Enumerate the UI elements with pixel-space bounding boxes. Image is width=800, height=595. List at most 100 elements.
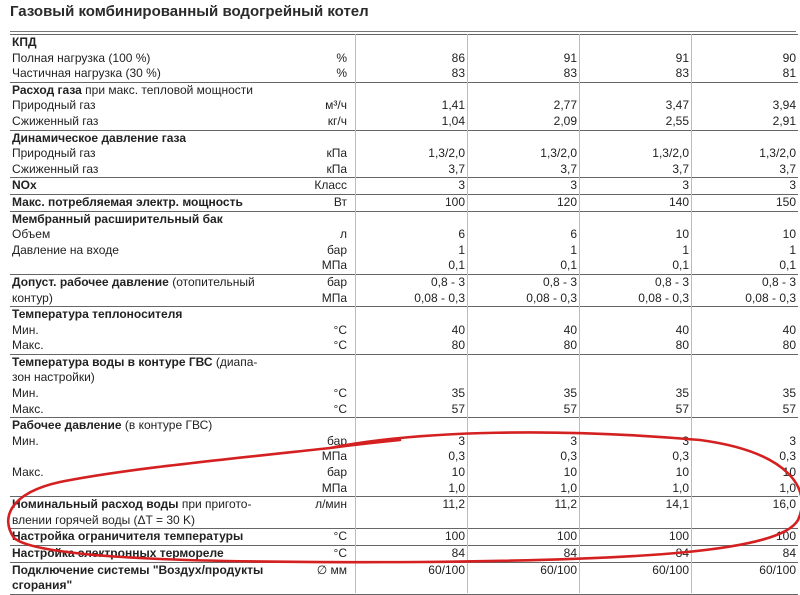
value-cell bbox=[467, 210, 579, 228]
value-cell: 100 bbox=[691, 528, 798, 546]
value-cell: 150 bbox=[691, 193, 798, 212]
row-label: Расход газа при макс. тепловой мощности bbox=[10, 81, 260, 99]
row-label: Макс. bbox=[12, 401, 44, 416]
value-cell: 3,7 bbox=[560, 161, 577, 176]
row-unit: МПа bbox=[321, 480, 347, 495]
value-cell: 10 bbox=[675, 465, 689, 480]
value-cell: 10 bbox=[675, 227, 689, 242]
table-row: Природный газ кПа 1,3/2,0 1,3/2,0 1,3/2,0 1,3… bbox=[10, 146, 798, 162]
table-row: Природный газ м³/ч 1,41 2,77 3,47 3,94 bbox=[10, 98, 798, 114]
value-cell bbox=[355, 306, 467, 323]
value-cell bbox=[467, 81, 579, 99]
row-label: Полная нагрузка (100 %) bbox=[12, 50, 151, 65]
value-cell: 0,1 bbox=[560, 258, 577, 273]
row-label: Подключение системы "Воздух/продукты bbox=[10, 561, 264, 579]
value-cell: 100 bbox=[467, 528, 579, 546]
value-cell: 1,3/2,0 bbox=[428, 146, 465, 161]
value-cell: 91 bbox=[563, 50, 577, 65]
table-row: Макс. бар 10 10 10 10 bbox=[10, 465, 798, 481]
value-cell: 84 bbox=[579, 545, 691, 563]
value-cell: 3 bbox=[579, 177, 691, 195]
value-cell bbox=[467, 33, 579, 51]
value-cell: 57 bbox=[451, 401, 465, 416]
table-row: сгорания" bbox=[10, 578, 798, 595]
row-unit bbox=[260, 353, 355, 371]
table-row: Рабочее давление (в контуре ГВС) bbox=[10, 417, 798, 434]
row-label: контур) bbox=[12, 290, 53, 305]
value-cell: 3 bbox=[467, 177, 579, 195]
row-label: Температура теплоносителя bbox=[10, 306, 260, 323]
column-divider bbox=[355, 34, 356, 593]
value-cell: 83 bbox=[675, 66, 689, 81]
value-cell bbox=[467, 129, 579, 147]
value-cell: 40 bbox=[451, 322, 465, 337]
value-cell: 60/100 bbox=[467, 561, 579, 579]
value-cell: 57 bbox=[675, 401, 689, 416]
table-row: Частичная нагрузка (30 %)% 83 83 83 81 bbox=[10, 66, 798, 82]
row-unit: Класс bbox=[260, 177, 355, 195]
table-row: Объем л 6 6 10 10 bbox=[10, 227, 798, 243]
table-row: Подключение системы "Воздух/продукты ∅ мм… bbox=[10, 561, 798, 579]
row-unit: кг/ч bbox=[327, 113, 347, 128]
row-label: Природный газ bbox=[12, 146, 96, 161]
row-label: Объем bbox=[12, 227, 51, 242]
column-divider bbox=[467, 34, 468, 593]
table-row: Настройка ограничителя температуры °C 100 1… bbox=[10, 528, 798, 546]
row-unit bbox=[260, 33, 355, 51]
table-row: Сжиженный газ кг/ч 1,04 2,09 2,55 2,91 bbox=[10, 114, 798, 130]
row-label: Мин. bbox=[12, 433, 39, 448]
value-cell bbox=[355, 210, 467, 228]
row-label: Макс. потребляемая электр. мощность bbox=[10, 193, 260, 212]
value-cell: 0,1 bbox=[779, 258, 796, 273]
row-unit bbox=[260, 417, 355, 434]
table-row: Настройка электронных термореле °C 84 84 84 8… bbox=[10, 545, 798, 563]
row-unit: МПа bbox=[321, 449, 347, 464]
value-cell: 1,3/2,0 bbox=[540, 146, 577, 161]
table-row: МПа 0,1 0,1 0,1 0,1 bbox=[10, 258, 798, 274]
value-cell: 3 bbox=[691, 177, 798, 195]
value-cell bbox=[691, 513, 798, 529]
value-cell: 35 bbox=[563, 386, 577, 401]
row-unit: % bbox=[336, 66, 347, 81]
value-cell bbox=[579, 81, 691, 99]
value-cell bbox=[579, 353, 691, 371]
value-cell: 10 bbox=[782, 465, 796, 480]
value-cell: 86 bbox=[451, 50, 465, 65]
value-cell: 40 bbox=[782, 322, 796, 337]
row-label: Макс. bbox=[12, 338, 44, 353]
value-cell: 40 bbox=[563, 322, 577, 337]
value-cell bbox=[579, 578, 691, 595]
row-unit: м³/ч bbox=[325, 98, 347, 113]
value-cell: 80 bbox=[782, 338, 796, 353]
table-row: Мин. °C 40 40 40 40 bbox=[10, 323, 798, 339]
value-cell: 91 bbox=[675, 50, 689, 65]
value-cell: 3,7 bbox=[672, 161, 689, 176]
value-cell bbox=[467, 353, 579, 371]
row-label bbox=[10, 258, 260, 274]
value-cell: 80 bbox=[563, 338, 577, 353]
value-cell: 6 bbox=[570, 227, 577, 242]
value-cell bbox=[691, 353, 798, 371]
specs-table: КПД Полная нагрузка (100 %)% 86 91 91 90 Части… bbox=[10, 33, 798, 595]
value-cell bbox=[355, 417, 467, 434]
row-unit: °C bbox=[333, 322, 347, 337]
value-cell: 100 bbox=[355, 193, 467, 212]
value-cell: 0,8 - 3 bbox=[355, 273, 467, 291]
table-row: Полная нагрузка (100 %)% 86 91 91 90 bbox=[10, 51, 798, 67]
value-cell bbox=[355, 370, 467, 386]
row-unit: кПа bbox=[326, 146, 347, 161]
value-cell: 2,09 bbox=[553, 113, 577, 128]
value-cell: 0,3 bbox=[672, 449, 689, 464]
value-cell: 84 bbox=[691, 545, 798, 563]
value-cell: 1,0 bbox=[560, 480, 577, 495]
table-row: Давление на входе бар 1 1 1 1 bbox=[10, 243, 798, 259]
table-row: МПа 0,3 0,3 0,3 0,3 bbox=[10, 449, 798, 465]
row-unit: °C bbox=[260, 545, 355, 563]
value-cell: 0,8 - 3 bbox=[579, 273, 691, 291]
value-cell bbox=[355, 578, 467, 595]
value-cell: 0,08 - 0,3 bbox=[638, 290, 689, 305]
value-cell bbox=[579, 370, 691, 386]
value-cell bbox=[467, 306, 579, 323]
page-title: Газовый комбинированный водогрейный коте… bbox=[10, 3, 369, 20]
value-cell: 100 bbox=[579, 528, 691, 546]
